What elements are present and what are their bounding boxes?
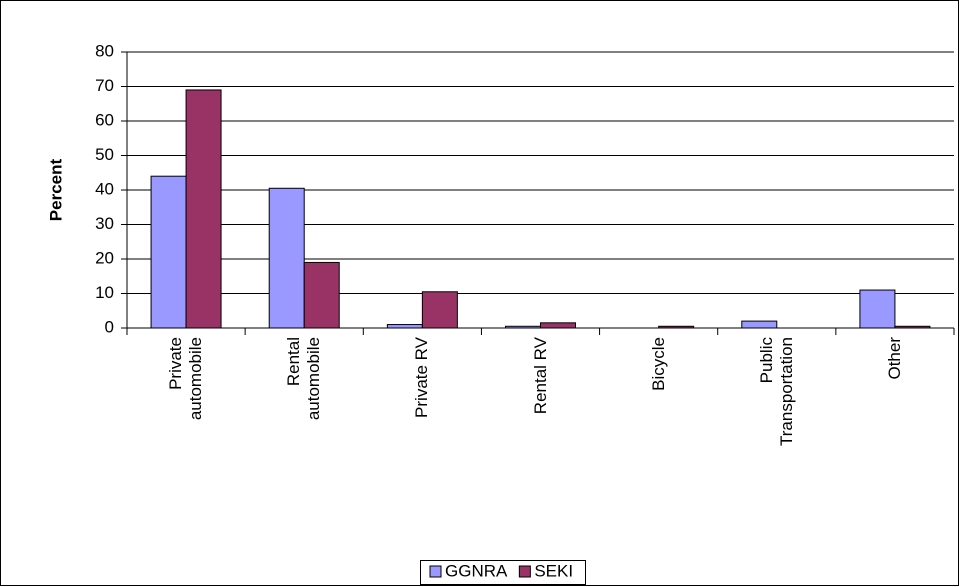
bar: [268, 187, 305, 329]
x-tick-label: Other: [873, 337, 917, 527]
y-tick-label: 10: [95, 283, 114, 302]
x-tick-label: Private RV: [400, 337, 444, 527]
legend-swatch: [429, 565, 442, 578]
bar: [540, 322, 576, 329]
x-tick-label-text: Private automobile: [166, 337, 206, 421]
x-tick-label-text: Rental automobile: [284, 337, 324, 421]
legend-label: GGNRA: [445, 561, 508, 580]
x-tick-label-text: Other: [884, 337, 904, 380]
bar: [386, 324, 423, 329]
x-tick-label: Public Transportation: [755, 337, 799, 527]
legend-label: SEKI: [534, 561, 573, 580]
bar: [859, 289, 896, 329]
y-axis-label: Percent: [46, 158, 65, 221]
y-tick-label: 40: [95, 179, 114, 198]
x-tick-label-text: Rental RV: [530, 337, 550, 415]
x-tick-label: Rental RV: [519, 337, 563, 527]
y-tick-label: 80: [95, 41, 114, 60]
x-tick-label: Rental automobile: [282, 337, 326, 527]
bar: [741, 320, 778, 329]
bar: [185, 89, 222, 329]
y-tick-label: 20: [95, 248, 114, 267]
bar: [150, 175, 187, 329]
bar: [421, 291, 458, 329]
bar: [303, 261, 340, 329]
legend-swatch: [518, 565, 531, 578]
legend-box: [420, 560, 586, 585]
x-tick-label: Bicycle: [637, 337, 681, 527]
x-tick-label-text: Public Transportation: [756, 337, 796, 446]
y-tick-label: 30: [95, 214, 114, 233]
y-tick-label: 70: [95, 76, 114, 95]
y-tick-label: 60: [95, 110, 114, 129]
y-tick-label: 0: [105, 317, 114, 336]
x-tick-label-text: Bicycle: [648, 337, 668, 391]
y-tick-label: 50: [95, 145, 114, 164]
x-tick-label: Private automobile: [164, 337, 208, 527]
x-tick-label-text: Private RV: [412, 337, 432, 418]
